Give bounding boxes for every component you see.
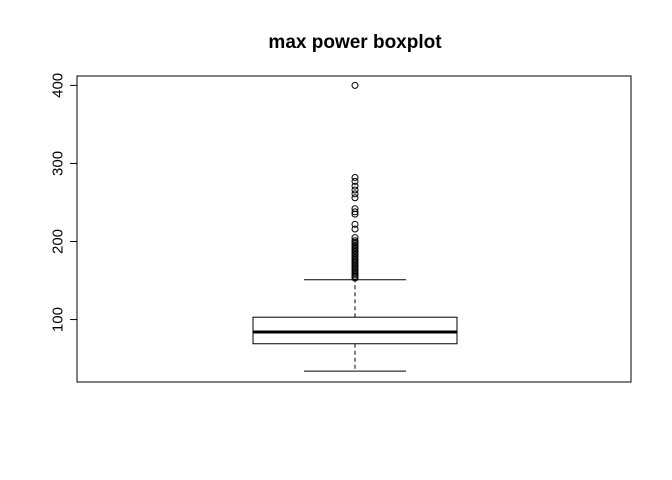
y-tick-label: 100 <box>49 307 66 332</box>
outlier-point <box>351 274 359 282</box>
outlier-point <box>351 205 359 213</box>
outlier-point <box>351 210 359 218</box>
outlier-point <box>351 225 359 233</box>
outlier-point <box>351 186 359 194</box>
outlier-point <box>351 182 359 190</box>
outlier-point <box>351 220 359 228</box>
iqr-box <box>252 316 458 345</box>
outlier-point <box>351 177 359 185</box>
y-tick-label: 200 <box>49 229 66 254</box>
outlier-point <box>351 81 359 89</box>
outlier-point <box>351 194 359 202</box>
y-axis: 100 200 300 400 <box>49 73 78 332</box>
chart-title: max power boxplot <box>268 32 442 53</box>
outlier-point <box>351 208 359 216</box>
outlier-point <box>351 173 359 181</box>
y-tick-label: 300 <box>49 151 66 176</box>
y-tick-label: 400 <box>49 73 66 98</box>
box-plot <box>252 279 458 372</box>
outlier-points <box>351 81 359 282</box>
outlier-point <box>351 190 359 198</box>
